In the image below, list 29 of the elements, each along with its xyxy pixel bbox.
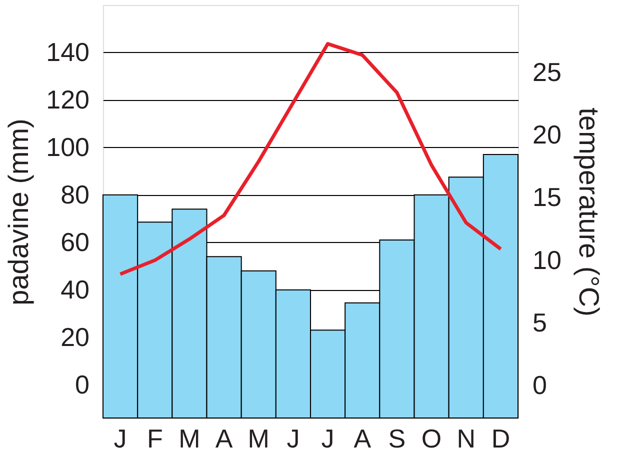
y-tick-label: 40 bbox=[60, 274, 90, 304]
line-series bbox=[118, 42, 502, 276]
y-tick-label: 80 bbox=[60, 179, 90, 210]
x-tick-label: J bbox=[114, 424, 127, 454]
y-tick-label: 100 bbox=[46, 132, 90, 162]
y2-tick-label: 5 bbox=[532, 307, 547, 338]
y-axis-title: padavine (mm) bbox=[3, 118, 34, 306]
y-tick-label: 60 bbox=[60, 226, 90, 257]
x-tick-label: O bbox=[421, 424, 442, 454]
x-tick-label: A bbox=[215, 424, 234, 454]
y-tick-label: 140 bbox=[46, 36, 90, 67]
y2-axis-title: temperature (°C) bbox=[573, 108, 604, 316]
x-tick-label: A bbox=[354, 424, 372, 454]
y2-tick-label: 0 bbox=[532, 370, 547, 400]
y2-tick-label: 15 bbox=[532, 182, 562, 212]
y2-tick-label: 20 bbox=[532, 120, 562, 150]
x-tick-label: M bbox=[178, 424, 200, 454]
x-tick-label: J bbox=[286, 424, 300, 454]
y2-tick-label: 25 bbox=[532, 57, 562, 88]
y2-tick-label: 10 bbox=[532, 244, 562, 275]
x-tick-label: D bbox=[491, 424, 510, 454]
y-tick-label: 120 bbox=[46, 84, 90, 114]
x-tick-label: M bbox=[248, 424, 270, 454]
x-tick-label: J bbox=[321, 424, 334, 454]
x-tick-label: S bbox=[388, 424, 406, 454]
y-tick-label: 20 bbox=[60, 322, 90, 352]
x-tick-label: F bbox=[146, 424, 163, 454]
y-tick-label: 0 bbox=[75, 369, 90, 400]
x-tick-label: N bbox=[456, 424, 476, 454]
